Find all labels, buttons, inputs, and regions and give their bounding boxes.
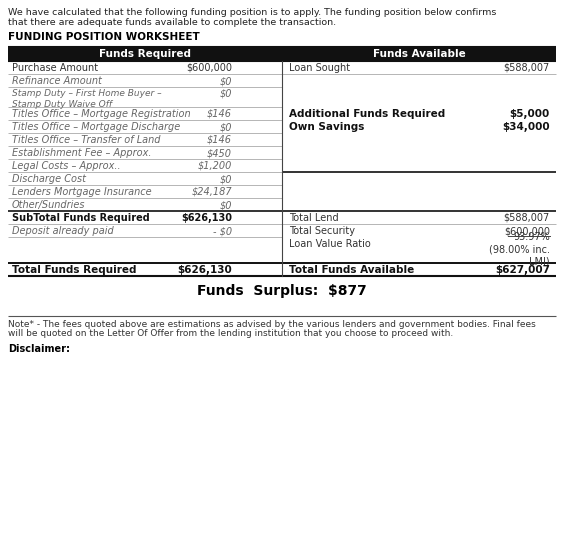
Text: We have calculated that the following funding position is to apply. The funding : We have calculated that the following fu… <box>8 8 496 17</box>
Text: Additional Funds Required: Additional Funds Required <box>289 109 445 119</box>
Text: Disclaimer:: Disclaimer: <box>8 344 70 354</box>
Text: FUNDING POSITION WORKSHEET: FUNDING POSITION WORKSHEET <box>8 32 200 42</box>
Text: - $0: - $0 <box>213 226 232 236</box>
Text: Total Funds Available: Total Funds Available <box>289 265 414 275</box>
Text: Deposit already paid: Deposit already paid <box>12 226 114 236</box>
Text: $146: $146 <box>207 109 232 119</box>
Text: Titles Office – Transfer of Land: Titles Office – Transfer of Land <box>12 135 161 145</box>
Text: Total Security: Total Security <box>289 226 355 236</box>
Text: $1,200: $1,200 <box>197 161 232 171</box>
Text: $146: $146 <box>207 135 232 145</box>
Text: Loan Sought: Loan Sought <box>289 63 350 73</box>
Text: $0: $0 <box>219 89 232 99</box>
Text: $5,000: $5,000 <box>510 109 550 119</box>
Text: 93.97%
(98.00% inc.
LMI): 93.97% (98.00% inc. LMI) <box>489 232 550 266</box>
Text: $626,130: $626,130 <box>181 213 232 223</box>
Text: Titles Office – Mortgage Registration: Titles Office – Mortgage Registration <box>12 109 191 119</box>
Text: Titles Office – Mortgage Discharge: Titles Office – Mortgage Discharge <box>12 122 180 132</box>
Text: will be quoted on the Letter Of Offer from the lending institution that you choo: will be quoted on the Letter Of Offer fr… <box>8 329 453 338</box>
Text: Funds Required: Funds Required <box>99 49 191 59</box>
Text: $0: $0 <box>219 76 232 86</box>
Text: Refinance Amount: Refinance Amount <box>12 76 102 86</box>
Text: Discharge Cost: Discharge Cost <box>12 174 86 184</box>
Text: Legal Costs – Approx..: Legal Costs – Approx.. <box>12 161 121 171</box>
Text: Lenders Mortgage Insurance: Lenders Mortgage Insurance <box>12 187 152 197</box>
Text: $627,007: $627,007 <box>495 265 550 275</box>
Text: Own Savings: Own Savings <box>289 122 364 132</box>
Text: $600,000: $600,000 <box>504 226 550 236</box>
Text: Funds  Surplus:  $877: Funds Surplus: $877 <box>197 284 367 298</box>
Text: $588,007: $588,007 <box>504 63 550 73</box>
Text: Loan Value Ratio: Loan Value Ratio <box>289 239 371 249</box>
Text: $0: $0 <box>219 174 232 184</box>
Text: $588,007: $588,007 <box>504 213 550 223</box>
Text: $0: $0 <box>219 200 232 210</box>
Text: that there are adequate funds available to complete the transaction.: that there are adequate funds available … <box>8 18 336 27</box>
Text: Total Lend: Total Lend <box>289 213 338 223</box>
Text: Purchase Amount: Purchase Amount <box>12 63 98 73</box>
Text: Total Funds Required: Total Funds Required <box>12 265 136 275</box>
Text: $24,187: $24,187 <box>191 187 232 197</box>
Text: Note* - The fees quoted above are estimations as advised by the various lenders : Note* - The fees quoted above are estima… <box>8 320 536 329</box>
Text: $626,130: $626,130 <box>177 265 232 275</box>
Text: $0: $0 <box>219 122 232 132</box>
Text: Funds Available: Funds Available <box>373 49 465 59</box>
Text: Establishment Fee – Approx.: Establishment Fee – Approx. <box>12 148 152 158</box>
Text: $34,000: $34,000 <box>503 122 550 132</box>
Text: $450: $450 <box>207 148 232 158</box>
Text: Other/Sundries: Other/Sundries <box>12 200 86 210</box>
Text: SubTotal Funds Required: SubTotal Funds Required <box>12 213 150 223</box>
Text: Stamp Duty – First Home Buyer –
Stamp Duty Waive Off: Stamp Duty – First Home Buyer – Stamp Du… <box>12 89 162 109</box>
Bar <box>8 47 556 61</box>
Text: $600,000: $600,000 <box>186 63 232 73</box>
